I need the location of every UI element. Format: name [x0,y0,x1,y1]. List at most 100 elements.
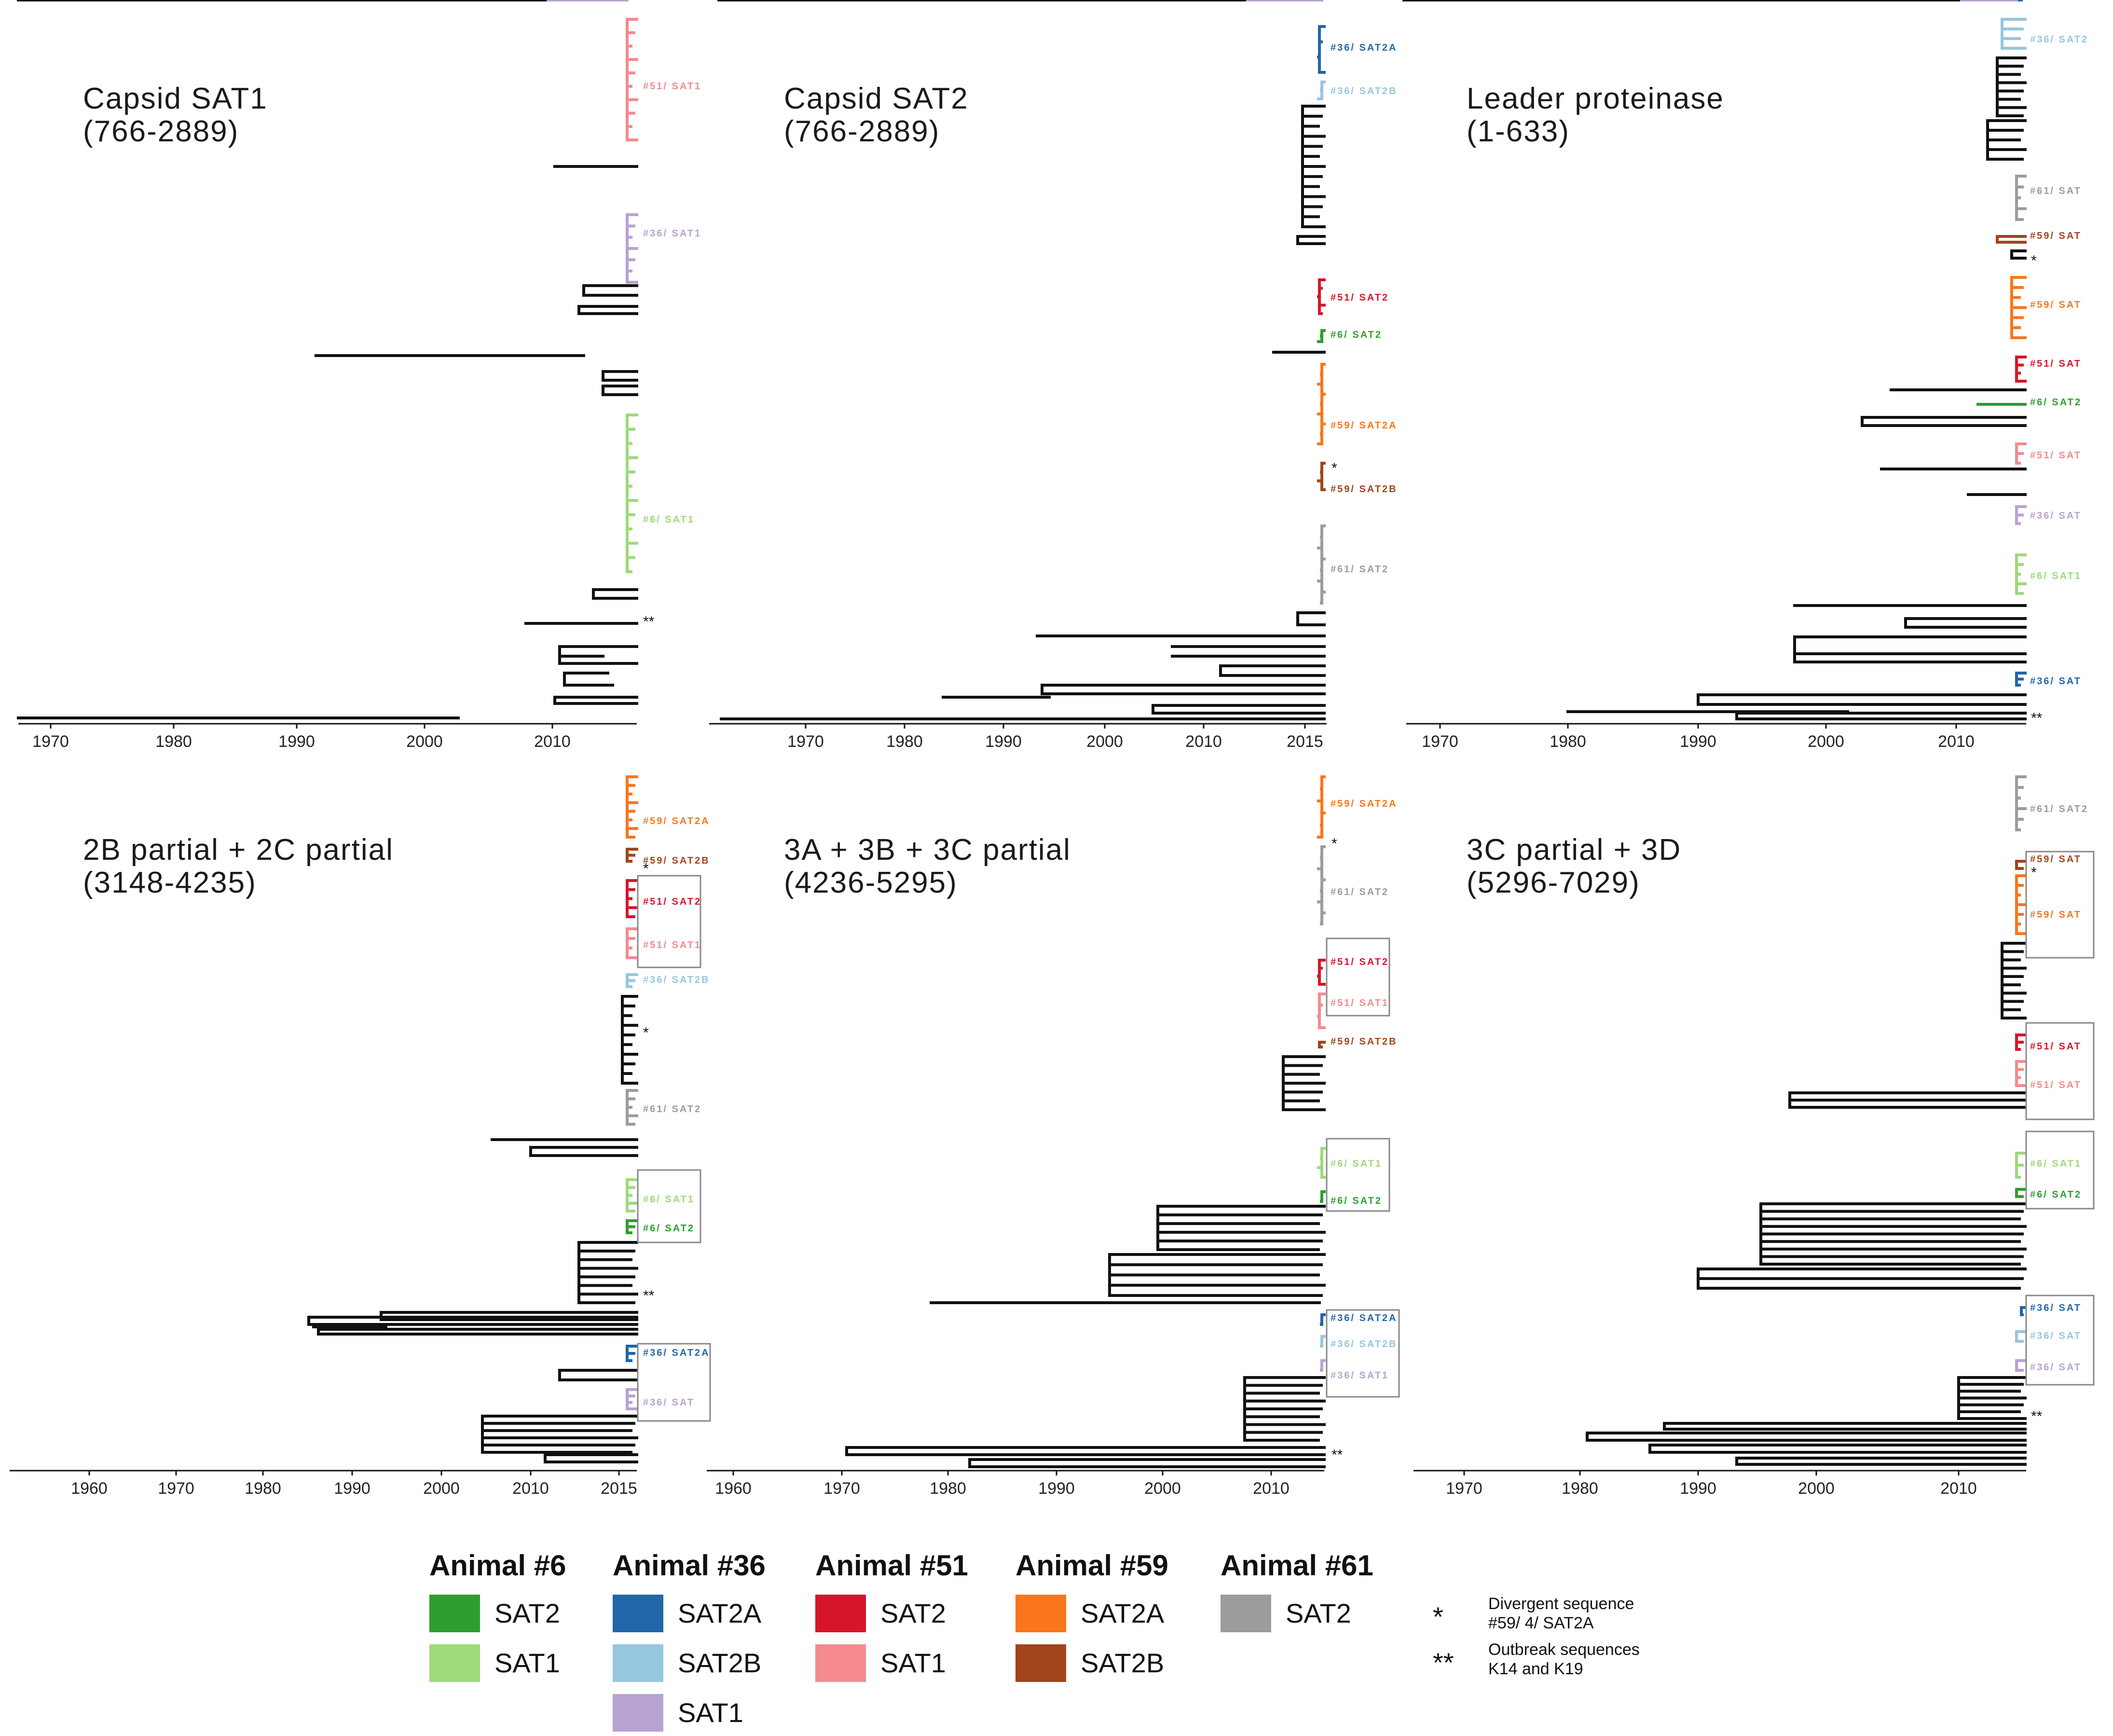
axis-tick-label: 1960 [71,1479,108,1498]
cluster-label: #36/ SAT2B [643,975,710,985]
divergence-marker: ** [2031,1408,2043,1424]
cluster-label: #36/ SAT [2030,1362,2082,1373]
legend-item-label: SAT2 [494,1598,560,1628]
axis-tick-label: 2000 [1144,1479,1181,1498]
legend-note-line1: Outbreak sequences [1488,1640,1640,1659]
axis-tick-label: 1970 [787,732,824,751]
legend-color-swatch [613,1595,663,1632]
axis-tick-label: 1980 [930,1479,966,1498]
cluster-label: #59/ SAT [2030,300,2082,310]
divergence-marker: ** [1331,1447,1343,1463]
axis-tick-label: 2010 [534,732,571,751]
cluster-label: #6/ SAT2 [643,1223,695,1234]
axis-tick-label: 1970 [1446,1479,1482,1498]
axis-tick-label: 2010 [1253,1479,1290,1498]
divergence-marker: * [643,861,649,877]
axis-tick-label: 2015 [1287,732,1323,751]
cluster-label: #36/ SAT2B [1331,1339,1398,1350]
panel-leader-proteinase: #36/ SAT2 #61/ SAT #59/ SAT #59/ SAT #51/ SA… [1402,0,2087,751]
axis-tick-label: 1970 [823,1479,860,1498]
legend-color-swatch [613,1694,663,1732]
cluster-label: #36/ SAT [2030,510,2082,521]
cluster-label: #36/ SAT [2030,1331,2082,1341]
panel-subtitle: (766-2889) [784,115,940,148]
cluster-label: #6/ SAT2 [2030,1189,2082,1200]
legend-item-label: SAT1 [494,1648,560,1678]
recombinant-box [2025,1130,2095,1210]
panel-title: Capsid SAT2 [784,82,969,115]
cluster-label: #6/ SAT2 [2030,397,2082,408]
legend-note-line2: K14 and K19 [1488,1660,1583,1678]
panel-3a-3b-3c-partial: #59/ SAT2A #61/ SAT2 #51/ SAT2 #51/ SAT1 #59… [707,0,1400,1498]
divergence-marker: * [2031,865,2037,881]
legend-animal-header: Animal #36 [613,1549,766,1582]
axis-tick-label: 2010 [1938,732,1975,751]
recombinant-box [2025,1022,2095,1120]
axis-tick-label: 1990 [1680,732,1716,751]
legend-color-swatch [1015,1595,1066,1632]
divergence-marker: * [2031,253,2037,269]
panel-subtitle: (3148-4235) [83,866,257,899]
cluster-label: #59/ SAT [2030,854,2082,865]
legend-animal-header: Animal #51 [815,1549,968,1582]
cluster-label: #51/ SAT2 [1331,292,1389,303]
panel-title: 2B partial + 2C partial [83,833,394,867]
cluster-label: #36/ SAT1 [643,228,701,239]
legend-note-line1: Divergent sequence [1488,1595,1634,1613]
cluster-label: #6/ SAT2 [1331,1196,1382,1206]
cluster-label: #36/ SAT2A [643,1348,710,1358]
cluster-label: #59/ SAT2A [1331,420,1398,431]
cluster-label: #51/ SAT1 [1331,998,1389,1008]
axis-tick-label: 2000 [1808,732,1844,751]
legend-item-label: SAT2A [1081,1598,1165,1628]
legend-color-swatch [1221,1595,1271,1632]
legend-item-label: SAT2B [678,1648,761,1678]
divergence-marker: * [643,1025,649,1041]
cluster-label: #36/ SAT1 [1331,1370,1389,1381]
axis-tick-label: 2010 [512,1479,549,1498]
legend-item-label: SAT2B [1081,1648,1164,1678]
recombinant-box [637,1169,701,1243]
cluster-label: #61/ SAT2 [2030,804,2088,814]
cluster-label: #61/ SAT2 [643,1104,701,1115]
axis-tick-label: 1980 [1562,1479,1598,1498]
axis-tick-label: 1980 [886,732,923,751]
legend-item-label: SAT2 [880,1598,946,1628]
cluster-label: #51/ SAT1 [643,940,701,951]
legend-item-label: SAT2A [678,1598,762,1628]
axis-tick-label: 1980 [1550,732,1586,751]
cluster-label: #59/ SAT [2030,909,2082,920]
cluster-label: #51/ SAT2 [643,896,701,907]
legend: Animal #6 SAT2 SAT1 Animal #36 SAT2A SAT2B SAT… [429,1549,1640,1732]
axis-tick-label: 1990 [1038,1479,1075,1498]
cluster-label: #61/ SAT2 [1331,887,1389,897]
legend-animal-header: Animal #61 [1221,1549,1373,1582]
cluster-label: #51/ SAT [2030,1041,2082,1052]
cluster-label: #36/ SAT [643,1397,695,1408]
cluster-label: #36/ SAT [2030,676,2082,687]
legend-note-symbol: * [1433,1601,1443,1632]
legend-note-symbol: ** [1433,1647,1454,1678]
panel-subtitle: (5296-7029) [1467,866,1640,899]
axis-tick-label: 1990 [1680,1479,1716,1498]
recombinant-box [2025,1295,2095,1386]
axis-tick-label: 2000 [423,1479,460,1498]
axis-tick-label: 2000 [1798,1479,1835,1498]
cluster-label: #59/ SAT2B [643,855,710,866]
cluster-label: #51/ SAT2 [1331,957,1389,967]
panel-title: 3C partial + 3D [1467,833,1681,867]
axis-tick-label: 1960 [715,1479,752,1498]
panel-title: 3A + 3B + 3C partial [784,833,1071,867]
cluster-label: #59/ SAT2A [1331,799,1398,809]
cluster-label: #51/ SAT1 [643,81,701,92]
cluster-label: #6/ SAT1 [643,514,695,525]
axis-tick-label: 1990 [278,732,315,751]
panel-title: Leader proteinase [1467,82,1724,115]
axis-tick-label: 2000 [406,732,443,751]
cluster-label: #36/ SAT [2030,1303,2082,1313]
panel-capsid-sat2: #36/ SAT2A #36/ SAT2B #51/ SAT2 #6/ SAT2 #59… [709,0,1398,751]
panel-subtitle: (1-633) [1467,115,1570,148]
panel-subtitle: (4236-5295) [784,866,958,899]
cluster-label: #59/ SAT [2030,231,2082,241]
cluster-label: #61/ SAT2 [1331,564,1389,575]
